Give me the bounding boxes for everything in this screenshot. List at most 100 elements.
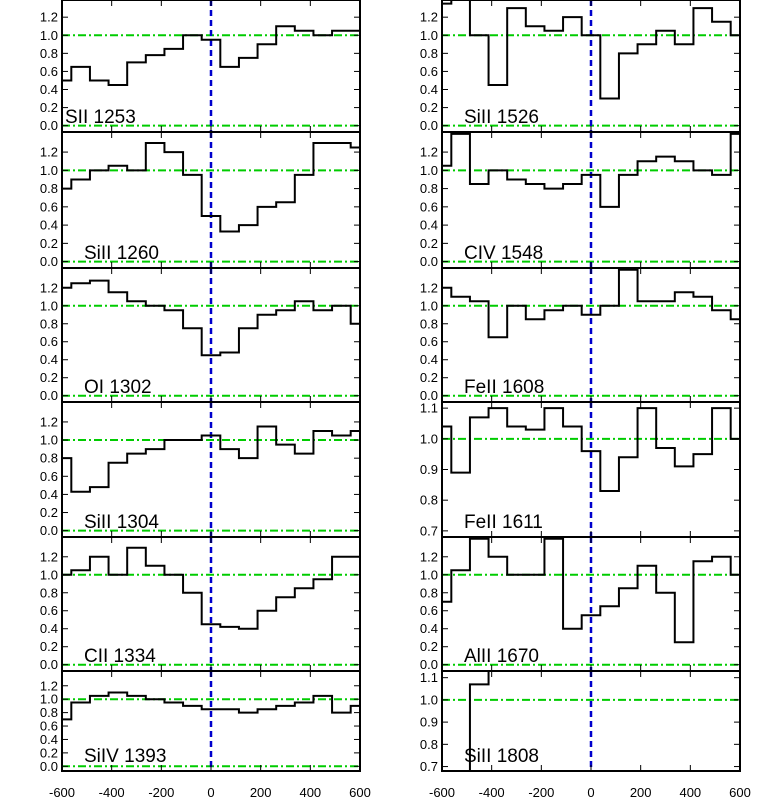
- y-tick-label: 1.0: [40, 298, 58, 313]
- y-tick-label: 1.2: [420, 280, 438, 295]
- y-tick-label: 0.7: [420, 523, 438, 538]
- y-tick-label: 1.0: [40, 692, 58, 707]
- y-tick-label: 0.4: [40, 82, 58, 97]
- y-tick-label: 1.0: [420, 163, 438, 178]
- y-tick-label: 1.2: [420, 145, 438, 160]
- y-tick-label: 0.0: [420, 388, 438, 403]
- y-tick-label: 1.0: [420, 28, 438, 43]
- y-tick-label: 0.0: [40, 118, 58, 133]
- line-label: SII 1253: [65, 107, 136, 128]
- y-tick-label: 0.8: [420, 493, 438, 508]
- y-tick-label: 1.2: [40, 280, 58, 295]
- y-tick-label: 1.2: [420, 10, 438, 25]
- panel: 0.7 0.8 0.9 1.0 1.1 FeII 1611: [420, 401, 741, 538]
- x-tick-label: 200: [630, 785, 652, 800]
- line-label: FeII 1608: [464, 377, 544, 398]
- y-tick-label: 0.9: [420, 462, 438, 477]
- panel: 0.0 0.2 0.4 0.6 0.8 1.0 1.2 SII 1253: [40, 0, 361, 133]
- spectrum-line: [442, 537, 740, 644]
- y-tick-label: 0.6: [40, 469, 58, 484]
- y-tick-label: 0.6: [40, 603, 58, 618]
- y-tick-label: 1.0: [420, 692, 438, 707]
- panel: 0.0 0.2 0.4 0.6 0.8 1.0 1.2 SiII 1304: [40, 401, 361, 538]
- y-tick-label: 0.2: [420, 100, 438, 115]
- y-tick-label: 0.6: [40, 199, 58, 214]
- y-tick-label: 0.0: [40, 523, 58, 538]
- y-tick-label: 0.2: [420, 370, 438, 385]
- spectrum-line: [62, 546, 360, 630]
- spectrum-line: [442, 0, 740, 100]
- line-label: CIV 1548: [464, 243, 543, 264]
- line-label: SiII 1808: [464, 746, 539, 767]
- y-tick-label: 0.0: [420, 657, 438, 672]
- y-tick-label: 0.6: [40, 719, 58, 734]
- y-tick-label: 0.2: [40, 100, 58, 115]
- y-tick-label: 1.1: [420, 670, 438, 685]
- spectrum-line: [62, 425, 360, 493]
- spectrum-line: [468, 671, 490, 771]
- panel: 0.00.20.40.60.81.01.2 -600 -400 -200 0 200 400…: [40, 670, 371, 800]
- line-label: CII 1334: [84, 646, 156, 667]
- y-tick-label: 0.8: [40, 585, 58, 600]
- x-tick-label: -200: [528, 785, 554, 800]
- x-tick-label: -600: [429, 785, 455, 800]
- y-tick-label: 0.4: [40, 621, 58, 636]
- y-tick-label: 1.2: [40, 10, 58, 25]
- line-label: SiII 1260: [84, 243, 159, 264]
- spectrum-line: [442, 132, 740, 208]
- spectrum-line: [62, 141, 360, 233]
- y-tick-label: 0.8: [40, 316, 58, 331]
- y-tick-label: 0.2: [40, 370, 58, 385]
- panel: 0.0 0.2 0.4 0.6 0.8 1.0 1.2 SiII 1526: [420, 0, 741, 133]
- y-tick-label: 1.2: [40, 414, 58, 429]
- spectrum-line: [62, 691, 360, 721]
- y-tick-label: 0.4: [420, 352, 438, 367]
- x-tick-label: -200: [148, 785, 174, 800]
- y-tick-label: 0.0: [40, 254, 58, 269]
- y-tick-label: 1.2: [40, 549, 58, 564]
- x-tick-label: -400: [99, 785, 125, 800]
- x-tick-label: -400: [479, 785, 505, 800]
- y-tick-label: 0.6: [40, 64, 58, 79]
- x-tick-label: 600: [349, 785, 371, 800]
- y-tick-label: 0.4: [420, 82, 438, 97]
- y-tick-label: 0.8: [40, 705, 58, 720]
- y-tick-label: 1.0: [420, 431, 438, 446]
- y-tick-label: 0.8: [420, 737, 438, 752]
- y-tick-label: 0.4: [420, 621, 438, 636]
- x-tick-label: 600: [729, 785, 751, 800]
- y-tick-label: 0.2: [420, 639, 438, 654]
- y-tick-label: 0.8: [420, 316, 438, 331]
- y-tick-label: 0.6: [420, 603, 438, 618]
- line-label: SiIV 1393: [84, 746, 166, 767]
- y-tick-label: 1.1: [420, 401, 438, 416]
- y-tick-label: 0.8: [40, 181, 58, 196]
- y-tick-label: 0.9: [420, 715, 438, 730]
- y-tick-label: 1.2: [40, 678, 58, 693]
- y-tick-label: 1.2: [420, 549, 438, 564]
- y-tick-label: 1.0: [420, 567, 438, 582]
- y-tick-label: 1.0: [420, 298, 438, 313]
- panel: 0.0 0.2 0.4 0.6 0.8 1.0 1.2 CII 1334: [40, 536, 361, 672]
- y-tick-label: 0.2: [40, 505, 58, 520]
- x-tick-label: 0: [587, 785, 594, 800]
- panel: 0.0 0.2 0.4 0.6 0.8 1.0 1.2 FeII 1608: [420, 267, 741, 403]
- y-tick-label: 0.4: [40, 352, 58, 367]
- spectrum-line: [442, 407, 740, 492]
- y-tick-label: 0.4: [40, 487, 58, 502]
- y-tick-label: 0.8: [420, 181, 438, 196]
- x-tick-label: -600: [49, 785, 75, 800]
- y-tick-label: 1.0: [40, 163, 58, 178]
- y-tick-label: 0.4: [40, 218, 58, 233]
- y-tick-label: 0.0: [420, 254, 438, 269]
- y-tick-label: 1.0: [40, 28, 58, 43]
- y-tick-label: 0.8: [420, 46, 438, 61]
- y-tick-label: 0.6: [40, 334, 58, 349]
- line-label: FeII 1611: [464, 512, 543, 533]
- x-tick-label: 400: [299, 785, 321, 800]
- y-tick-label: 0.0: [40, 657, 58, 672]
- y-tick-label: 0.6: [420, 64, 438, 79]
- y-tick-label: 0.6: [420, 199, 438, 214]
- panel: 0.7 0.8 0.9 1.0 1.1 -600 -400 -200 0 200 400 600 SiI…: [420, 670, 751, 800]
